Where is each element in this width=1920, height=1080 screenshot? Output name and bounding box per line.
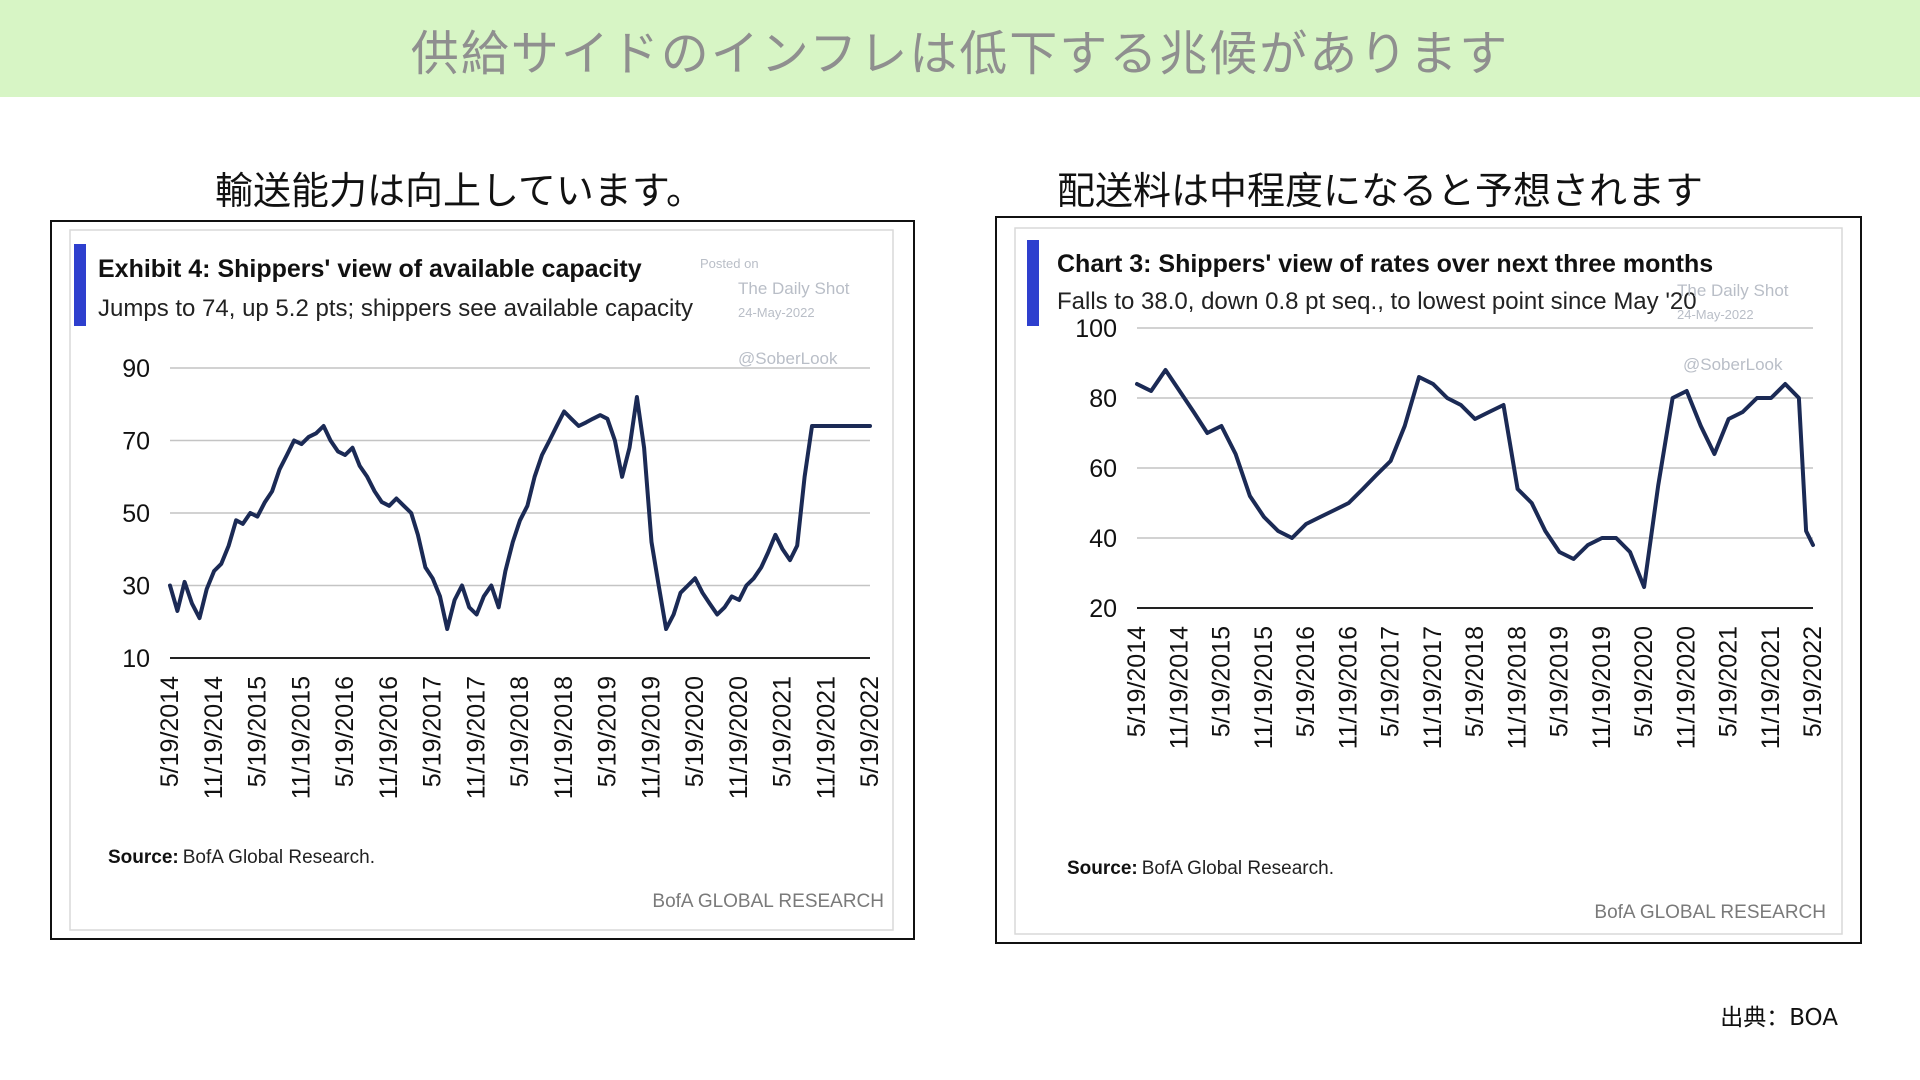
watermark-site: The Daily Shot bbox=[738, 279, 850, 298]
x-tick-label: 11/19/2020 bbox=[725, 676, 753, 799]
x-tick-label: 11/19/2015 bbox=[1250, 626, 1278, 749]
x-tick-label: 5/19/2014 bbox=[1123, 626, 1151, 737]
x-tick-label: 5/19/2021 bbox=[1715, 626, 1743, 737]
x-tick-label: 11/19/2018 bbox=[550, 676, 578, 799]
x-tick-label: 5/19/2018 bbox=[506, 676, 534, 787]
y-axis-ticks: 20 40 60 80 100 bbox=[1075, 315, 1117, 623]
x-tick-label: 5/19/2020 bbox=[1630, 626, 1658, 737]
gridlines bbox=[1137, 327, 1813, 609]
y-tick-label: 20 bbox=[1089, 595, 1117, 623]
x-tick-label: 11/19/2016 bbox=[1334, 626, 1362, 749]
chart-inner-frame bbox=[69, 229, 894, 931]
y-axis-ticks: 10 30 50 70 90 bbox=[122, 355, 150, 673]
source-text: BofA Global Research. bbox=[183, 847, 375, 868]
brand-label: BofA GLOBAL RESEARCH bbox=[1594, 902, 1826, 923]
y-tick-label: 80 bbox=[1089, 385, 1117, 413]
x-tick-label: 11/19/2021 bbox=[1757, 626, 1785, 749]
chart-title: Chart 3: Shippers' view of rates over ne… bbox=[1057, 250, 1713, 278]
series-line-path bbox=[1135, 368, 1815, 589]
x-tick-label: 11/19/2014 bbox=[1165, 626, 1193, 749]
x-tick-label: 11/19/2015 bbox=[287, 676, 315, 799]
chart-inner-frame bbox=[1014, 227, 1843, 935]
accent-bar bbox=[74, 244, 86, 326]
series-line bbox=[168, 395, 872, 631]
x-tick-label: 5/19/2022 bbox=[1799, 626, 1827, 737]
watermark-date: 24-May-2022 bbox=[1677, 307, 1754, 322]
y-tick-label: 90 bbox=[122, 355, 150, 383]
x-tick-label: 5/19/2014 bbox=[156, 676, 184, 787]
watermark-handle: @SoberLook bbox=[738, 349, 838, 368]
y-tick-label: 30 bbox=[122, 573, 150, 601]
x-tick-label: 5/19/2018 bbox=[1461, 626, 1489, 737]
y-tick-label: 10 bbox=[122, 645, 150, 673]
x-tick-label: 5/19/2022 bbox=[856, 676, 884, 787]
x-tick-label: 11/19/2017 bbox=[462, 676, 490, 799]
source-text: BofA Global Research. bbox=[1142, 858, 1334, 879]
x-tick-label: 5/19/2016 bbox=[1292, 626, 1320, 737]
gridlines bbox=[170, 367, 870, 659]
capacity-chart-svg: Exhibit 4: Shippers' view of available c… bbox=[69, 229, 894, 931]
x-tick-label: 11/19/2018 bbox=[1503, 626, 1531, 749]
x-tick-label: 11/19/2014 bbox=[200, 676, 228, 799]
x-tick-label: 11/19/2021 bbox=[812, 676, 840, 799]
watermark-posted: Posted on bbox=[700, 256, 759, 271]
x-tick-label: 5/19/2021 bbox=[769, 676, 797, 787]
x-tick-label: 11/19/2020 bbox=[1672, 626, 1700, 749]
x-tick-label: 11/19/2019 bbox=[1588, 626, 1616, 749]
accent-bar bbox=[1027, 240, 1039, 326]
y-tick-label: 50 bbox=[122, 500, 150, 528]
source-note: 出典：BOA bbox=[1720, 1005, 1838, 1031]
series-line bbox=[1135, 368, 1815, 589]
x-tick-label: 5/19/2017 bbox=[1377, 626, 1405, 737]
rates-chart-svg: Chart 3: Shippers' view of rates over ne… bbox=[1014, 227, 1843, 935]
chart-panel-capacity: Exhibit 4: Shippers' view of available c… bbox=[50, 220, 915, 940]
banner: 供給サイドのインフレは低下する兆候があります bbox=[0, 0, 1920, 97]
x-tick-label: 11/19/2016 bbox=[375, 676, 403, 799]
x-axis-ticks: 5/19/2014 11/19/2014 5/19/2015 11/19/2015 5/… bbox=[1123, 626, 1827, 749]
x-tick-label: 5/19/2016 bbox=[331, 676, 359, 787]
x-tick-label: 11/19/2017 bbox=[1419, 626, 1447, 749]
watermark-date: 24-May-2022 bbox=[738, 305, 815, 320]
watermark-site: The Daily Shot bbox=[1677, 281, 1789, 300]
chart-title: Exhibit 4: Shippers' view of available c… bbox=[98, 255, 642, 283]
y-tick-label: 60 bbox=[1089, 455, 1117, 483]
source-line: Source: BofA Global Research. bbox=[1067, 858, 1334, 879]
panel-caption-right: 配送料は中程度になると予想されます bbox=[1057, 169, 1704, 213]
x-tick-label: 5/19/2020 bbox=[681, 676, 709, 787]
x-tick-label: 11/19/2019 bbox=[637, 676, 665, 799]
y-tick-label: 100 bbox=[1075, 315, 1117, 343]
chart-subtitle: Falls to 38.0, down 0.8 pt seq., to lowe… bbox=[1057, 288, 1697, 315]
x-axis-ticks: 5/19/2014 11/19/2014 5/19/2015 11/19/2015 5/… bbox=[156, 676, 884, 799]
chart-panel-rates: Chart 3: Shippers' view of rates over ne… bbox=[995, 216, 1862, 944]
brand-label: BofA GLOBAL RESEARCH bbox=[652, 891, 884, 912]
y-tick-label: 40 bbox=[1089, 525, 1117, 553]
panel-caption-left: 輸送能力は向上しています。 bbox=[215, 169, 705, 213]
source-label: Source: bbox=[1067, 858, 1138, 879]
source-line: Source: BofA Global Research. bbox=[108, 847, 375, 868]
x-tick-label: 5/19/2019 bbox=[594, 676, 622, 787]
banner-title: 供給サイドのインフレは低下する兆候があります bbox=[410, 25, 1510, 82]
source-label: Source: bbox=[108, 847, 179, 868]
chart-subtitle: Jumps to 74, up 5.2 pts; shippers see av… bbox=[98, 295, 693, 322]
x-tick-label: 5/19/2015 bbox=[244, 676, 272, 787]
x-tick-label: 5/19/2017 bbox=[419, 676, 447, 787]
x-tick-label: 5/19/2015 bbox=[1208, 626, 1236, 737]
y-tick-label: 70 bbox=[122, 428, 150, 456]
series-line-path bbox=[168, 395, 872, 631]
x-tick-label: 5/19/2019 bbox=[1546, 626, 1574, 737]
watermark-handle: @SoberLook bbox=[1683, 355, 1783, 374]
